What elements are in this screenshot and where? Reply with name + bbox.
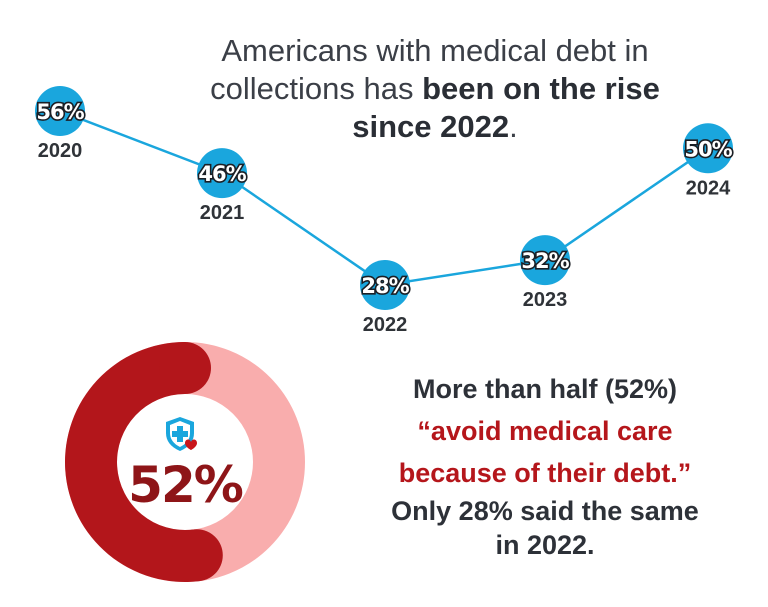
stat-line-5: in 2022. [495, 530, 595, 560]
donut-slice-cap [170, 529, 223, 582]
data-point-marker [520, 235, 570, 286]
headline: Americans with medical debt in collectio… [180, 32, 690, 146]
x-tick-label: 2024 [686, 177, 731, 199]
data-point-marker [360, 260, 410, 310]
data-label: 32% [521, 249, 569, 273]
stat-quote-line-1: “avoid medical care [417, 416, 673, 446]
data-label: 28% [361, 274, 409, 298]
x-tick-label: 2023 [523, 289, 568, 311]
x-tick-label: 2022 [363, 314, 408, 336]
headline-end: . [509, 109, 518, 144]
donut-slices [65, 342, 305, 582]
x-tick-label: 2021 [200, 202, 245, 224]
data-point-marker [35, 86, 85, 136]
headline-emphasis: been on the rise since 2022 [352, 71, 660, 144]
stat-line-1: More than half (52%) [412, 374, 678, 404]
headline-text: Americans with medical debt in collectio… [210, 33, 649, 106]
data-label: 46% [198, 162, 246, 186]
data-label: 50% [684, 137, 732, 161]
donut-slice-cap [159, 342, 211, 394]
stat-line-4: Only 28% said the same [391, 496, 699, 526]
data-label: 56% [36, 100, 84, 124]
stat-text: More than half (52%) “avoid medical care… [355, 368, 735, 562]
donut-center-label: 52% [128, 456, 243, 514]
donut-slice-primary [65, 342, 201, 582]
stat-quote-line-2: because of their debt.” [398, 458, 692, 488]
data-point-marker [683, 123, 733, 174]
x-tick-label: 2020 [38, 140, 83, 162]
data-point-marker [197, 148, 247, 199]
data-points: 56% 2020 46% 2021 28% 2022 32% 2023 50% 2024 [35, 86, 735, 336]
donut-chart: 52% [65, 342, 305, 582]
line-chart: 56% 2020 46% 2021 28% 2022 32% 2023 50% 2024 [35, 86, 735, 336]
shield-medical-cross-heart-icon [166, 417, 197, 451]
